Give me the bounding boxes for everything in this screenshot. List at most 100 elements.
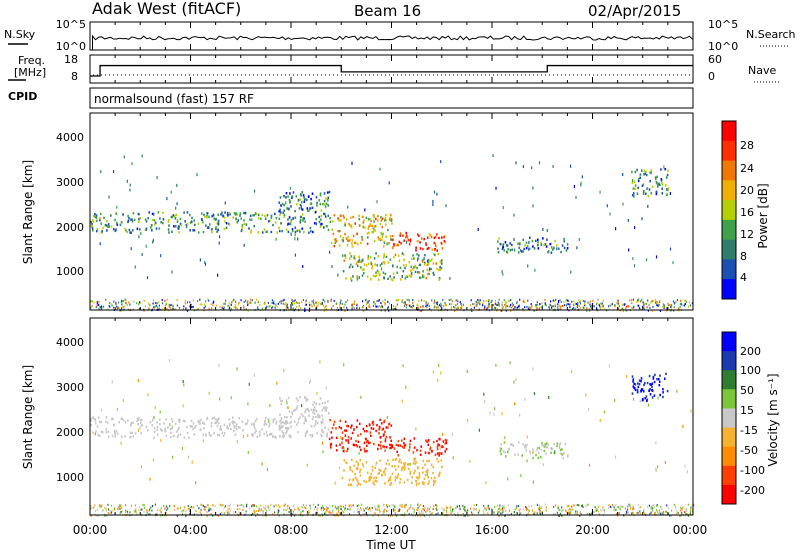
velocity-cell: [297, 399, 299, 402]
velocity-cell: [369, 441, 371, 445]
power-cell: [398, 240, 401, 244]
velocity-cell: [546, 446, 549, 449]
velocity-cell: [203, 508, 205, 511]
velocity-cell: [135, 510, 137, 513]
power-cell: [99, 217, 101, 220]
velocity-cell: [350, 504, 352, 507]
power-cell: [309, 304, 311, 306]
velocity-cell: [409, 472, 411, 476]
power-cell: [551, 248, 554, 251]
velocity-cell: [660, 505, 662, 508]
power-cell: [114, 218, 116, 222]
velocity-cell: [476, 504, 478, 506]
power-cell: [439, 266, 441, 269]
power-cell: [408, 274, 411, 277]
velocity-cell: [414, 469, 416, 472]
velocity-cell: [573, 504, 575, 507]
power-cell: [158, 301, 160, 304]
velocity-cell: [501, 504, 503, 507]
power-cell: [356, 303, 358, 306]
power-cell: [398, 259, 401, 262]
velocity-cell: [588, 463, 591, 467]
velocity-cell: [439, 438, 441, 441]
power-cell: [472, 303, 474, 306]
power-cell: [356, 307, 358, 310]
velocity-cell: [143, 504, 145, 507]
colorbar-swatch: [722, 408, 736, 428]
velocity-cell: [422, 466, 424, 470]
power-cell: [204, 261, 206, 264]
power-cell: [404, 266, 406, 270]
power-cell: [522, 308, 524, 311]
power-cell: [583, 307, 585, 309]
velocity-cell: [430, 477, 433, 480]
velocity-cell: [308, 511, 310, 514]
power-cell: [528, 247, 531, 250]
velocity-cell: [263, 510, 265, 513]
velocity-cell: [653, 394, 656, 397]
power-cell: [247, 304, 249, 307]
power-cell: [282, 299, 284, 302]
velocity-cell: [351, 470, 354, 473]
power-cell: [119, 223, 122, 227]
power-cell: [322, 304, 324, 307]
velocity-yticks: 4000 3000 2000 1000: [56, 336, 84, 484]
velocity-cell: [532, 448, 534, 451]
power-cell: [434, 248, 436, 251]
velocity-cell: [107, 430, 110, 434]
velocity-cell: [229, 422, 231, 425]
power-cell: [634, 184, 637, 187]
velocity-cell: [538, 507, 540, 509]
velocity-cell: [519, 512, 521, 515]
velocity-cell: [237, 426, 240, 429]
velocity-cell: [428, 514, 430, 517]
power-cell: [592, 299, 594, 302]
velocity-cell: [564, 442, 567, 446]
power-cell: [507, 305, 509, 308]
power-cell: [351, 161, 353, 165]
power-cell: [401, 301, 403, 304]
power-cell: [383, 255, 385, 258]
power-cell: [120, 221, 123, 224]
power-cell: [395, 305, 397, 308]
velocity-cell: [627, 511, 629, 514]
power-cell: [125, 302, 127, 305]
power-cell: [479, 299, 481, 302]
power-cell: [546, 238, 548, 241]
velocity-cell: [375, 462, 377, 466]
velocity-cell: [340, 426, 342, 430]
velocity-cell: [301, 506, 303, 508]
power-cell: [401, 275, 403, 278]
velocity-cell: [147, 393, 149, 397]
velocity-cell: [391, 472, 394, 475]
power-cell: [346, 239, 349, 242]
velocity-cell: [327, 400, 329, 403]
velocity-cell: [119, 512, 121, 515]
velocity-cell: [283, 508, 285, 511]
velocity-cell: [111, 510, 113, 513]
velocity-cell: [686, 513, 688, 516]
power-cell: [108, 195, 110, 199]
power-cell: [684, 303, 686, 306]
power-cell: [372, 274, 375, 277]
velocity-cell: [307, 511, 309, 514]
velocity-cell: [101, 504, 103, 506]
power-cell: [663, 304, 665, 307]
power-cell: [304, 309, 306, 312]
power-colorbar-label: Power [dB]: [756, 183, 770, 248]
power-cell: [439, 268, 441, 272]
velocity-cell: [94, 504, 96, 507]
power-cell: [374, 302, 376, 305]
power-cell: [356, 260, 358, 264]
power-cell: [107, 225, 109, 228]
velocity-cell: [528, 509, 530, 512]
velocity-cell: [567, 453, 569, 457]
velocity-cell: [432, 471, 434, 475]
velocity-cell: [427, 476, 429, 479]
velocity-cell: [176, 514, 178, 517]
power-cell: [377, 219, 379, 222]
power-cell: [225, 222, 228, 225]
power-cell: [392, 246, 394, 249]
power-cell: [189, 301, 191, 304]
velocity-cell: [285, 508, 287, 511]
